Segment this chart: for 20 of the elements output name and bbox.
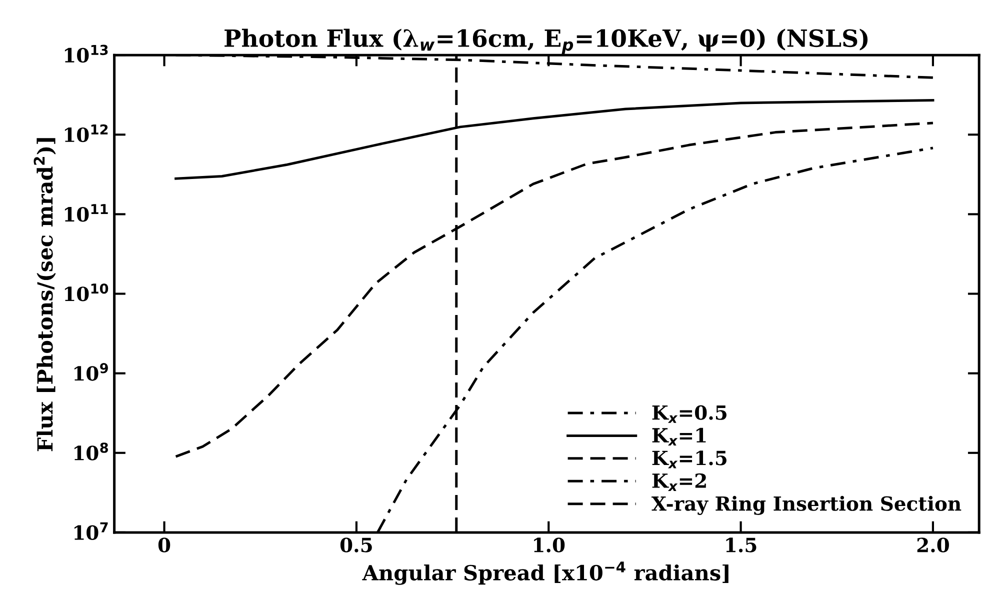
x-tick-label: 2.0 — [917, 538, 949, 552]
y-tick-label: 10$^{11}$ — [64, 204, 108, 222]
legend-label: K$_{x}$=2 — [652, 473, 706, 491]
chart-title: Photon Flux (λ$_{w}$=16cm, E$_{p}$=10KeV, ψ=0) (NSLS) — [224, 28, 868, 54]
legend-label: K$_{x}$=1.5 — [652, 450, 726, 468]
y-tick-label: 10$^{13}$ — [64, 44, 108, 63]
y-tick-label: 10$^{10}$ — [64, 283, 108, 302]
legend-label: K$_{x}$=1 — [652, 428, 706, 446]
y-tick-label: 10$^{9}$ — [74, 363, 108, 381]
x-tick-label: 1.5 — [726, 538, 756, 552]
legend-label: X-ray Ring Insertion Section — [652, 496, 962, 515]
x-tick-label: 1.0 — [534, 538, 565, 552]
y-tick-label: 10$^{7}$ — [74, 522, 108, 540]
y-tick-label: 10$^{12}$ — [64, 124, 108, 142]
y-axis-title: Flux [Photons/(sec mrad$^{2}$)] — [34, 138, 56, 452]
legend-label: K$_{x}$=0.5 — [652, 405, 726, 423]
x-tick-label: 0.5 — [340, 538, 372, 552]
x-axis-title: Angular Spread [x10$^{−4}$ radians] — [362, 562, 728, 585]
y-tick-label: 10$^{8}$ — [74, 442, 108, 460]
x-tick-label: 0 — [158, 538, 170, 552]
